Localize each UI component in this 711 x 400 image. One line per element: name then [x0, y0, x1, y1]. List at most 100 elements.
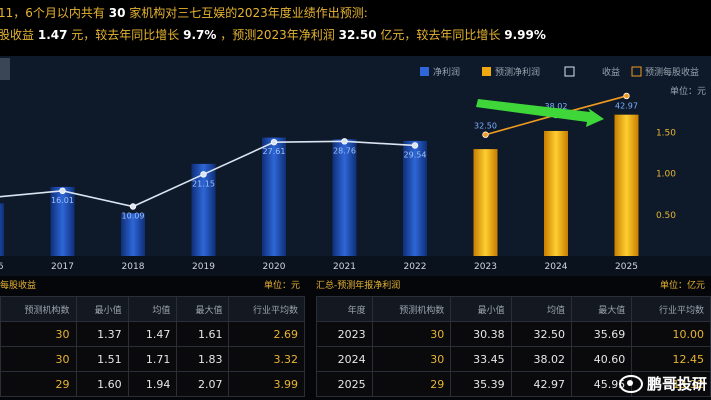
- eps-line-point: [341, 138, 348, 145]
- eps-table-cell: 3.99: [228, 371, 305, 397]
- headline-text: 亿元，较去年同比增长: [380, 28, 501, 42]
- np-table-cell: 2024: [316, 346, 373, 372]
- net-profit-caption: 汇总-预测年报净利润: [316, 281, 401, 291]
- headline-text: 元，较去年同比增长: [71, 28, 180, 42]
- legend-forecast-eps: 预测每股收益: [645, 66, 699, 78]
- data-label: 10.09: [122, 212, 145, 221]
- data-label: 32.50: [474, 122, 497, 131]
- table-row: 30 1.37 1.47 1.61 2.69: [0, 321, 305, 347]
- data-label: 29.54: [404, 150, 427, 159]
- eps-line-point: [411, 142, 419, 149]
- legend-swatch-net-profit: [420, 67, 429, 76]
- headline-text: 11，6个月以内共有: [0, 6, 105, 20]
- eps-line-point: [200, 171, 207, 178]
- eps-table-cell: 1.47: [127, 321, 178, 347]
- legend-swatch-forecast-eps: [631, 66, 642, 77]
- legend-net-profit: 净利润: [433, 66, 460, 78]
- institution-count: 30: [108, 6, 126, 20]
- table-row: 29 1.60 1.94 2.07 3.99: [0, 371, 305, 397]
- net-profit-growth: 9.99%: [504, 28, 546, 42]
- data-label: 42.97: [615, 102, 638, 111]
- green-arrow: [476, 99, 604, 127]
- np-table-header: 年度: [316, 296, 373, 322]
- watermark-text: 鹏哥投研: [646, 375, 707, 393]
- eps-table-cell: 1.51: [75, 346, 129, 372]
- x-tick-label: 2016: [0, 262, 4, 272]
- eps-table-cell: 1.94: [127, 371, 178, 397]
- headline-line-1: 11，6个月以内共有 30 家机构对三七互娱的2023年度业绩作出预测:: [0, 4, 368, 21]
- eps-line-point: [129, 203, 137, 210]
- eps-table-cell: 2.69: [228, 321, 305, 347]
- np-table-cell: 32.50: [510, 321, 572, 347]
- np-table-cell: 38.02: [510, 346, 572, 372]
- chart-captions: 每股收益 单位：元 汇总-预测年报净利润 单位：亿元: [0, 274, 711, 294]
- np-table-cell: 33.45: [450, 346, 512, 372]
- forecast-net-profit-bar: [614, 114, 639, 256]
- table-row: 2025 29 35.39 42.97 45.95 13.32: [316, 371, 711, 397]
- headline-text: ，预测2023年净利润: [220, 28, 335, 42]
- right-axis-tick: 1.00: [656, 170, 676, 180]
- panel-tab[interactable]: [0, 58, 10, 80]
- forecast-eps-line-point: [482, 131, 489, 138]
- data-label: 21.15: [192, 179, 215, 188]
- right-axis-tick: 0.50: [656, 211, 676, 221]
- net-profit-value: 32.50: [338, 28, 377, 42]
- headline-text: 股收益: [0, 28, 35, 42]
- net-profit-bar: [403, 140, 427, 256]
- net-profit-bar: [191, 163, 216, 256]
- eps-table-header: 均值: [127, 296, 178, 322]
- table-row: 2024 30 33.45 38.02 40.60 12.45: [316, 346, 711, 372]
- headline-line-2: 股收益 1.47 元，较去年同比增长 9.7% ，预测2023年净利润 32.5…: [0, 26, 546, 43]
- legend-forecast-net-profit: 预测净利润: [495, 66, 540, 78]
- x-tick-label: 2019: [192, 262, 215, 272]
- np-table-cell: 12.45: [631, 346, 711, 372]
- table-row: 30 1.51 1.71 1.83 3.32: [0, 346, 305, 372]
- eps-table-cell: 29: [0, 371, 77, 397]
- eps-table-cell: 1.37: [75, 321, 129, 347]
- np-table-header: 最小值: [450, 296, 512, 322]
- np-table-cell: 30: [371, 346, 452, 372]
- eps-forecast-table: 预测机构数 最小值 均值 最大值 行业平均数 30 1.37 1.47 1.61 2.69 30 1…: [0, 296, 305, 397]
- net-profit-bar: [332, 139, 357, 256]
- eps-table-cell: 1.83: [176, 346, 230, 372]
- eps-table-header: 最小值: [75, 296, 129, 322]
- data-label: 16.01: [51, 196, 74, 205]
- legend: 净利润 预测净利润 收益 预测每股收益: [420, 66, 699, 78]
- eps-caption: 每股收益: [0, 281, 37, 291]
- headline-text: 家机构对三七互娱的2023年度业绩作出预测:: [129, 6, 368, 20]
- np-table-header: 均值: [510, 296, 572, 322]
- watermark: 鹏哥投研: [618, 373, 707, 394]
- eps-table-cell: 1.61: [176, 321, 230, 347]
- np-table-cell: 30: [371, 321, 452, 347]
- eps-table-header: 行业平均数: [228, 296, 305, 322]
- np-table-cell: 10.00: [631, 321, 711, 347]
- np-table-cell: 2023: [316, 321, 373, 347]
- net-profit-forecast-table: 年度 预测机构数 最小值 均值 最大值 行业平均数 2023 30 30.38 32.50 35.…: [316, 296, 711, 397]
- x-tick-label: 2020: [263, 262, 286, 272]
- eps-line-point: [270, 138, 278, 146]
- eps-table-cell: 30: [0, 321, 77, 347]
- data-label: 28.76: [333, 146, 356, 155]
- forecast-net-profit-bar: [473, 149, 498, 256]
- x-axis-band: [0, 256, 711, 276]
- eps-table-cell: 2.07: [176, 371, 230, 397]
- legend-swatch-forecast-net-profit: [482, 67, 491, 76]
- forecast-eps-line-point: [623, 92, 630, 100]
- np-table-cell: 2025: [316, 371, 373, 397]
- x-tick-label: 2024: [545, 262, 568, 272]
- np-table-cell: 29: [371, 371, 452, 397]
- eps-table-cell: 3.32: [228, 346, 305, 372]
- table-row: 2023 30 30.38 32.50 35.69 10.00: [316, 321, 711, 347]
- right-axis-unit: 单位：元: [670, 85, 706, 97]
- x-tick-label: 2018: [122, 262, 145, 272]
- np-table-cell: 40.60: [570, 346, 633, 372]
- weibo-icon: [618, 374, 643, 393]
- headline-banner: 11，6个月以内共有 30 家机构对三七互娱的2023年度业绩作出预测: 股收益…: [0, 0, 711, 56]
- np-table-cell: 30.38: [450, 321, 512, 347]
- eps-table-header: 最大值: [176, 296, 230, 322]
- eps-table-cell: 1.71: [127, 346, 178, 372]
- x-tick-label: 2025: [615, 262, 638, 272]
- np-table-cell: 42.97: [510, 371, 572, 397]
- np-table-cell: 35.69: [570, 321, 633, 347]
- np-table-cell: 35.39: [450, 371, 512, 397]
